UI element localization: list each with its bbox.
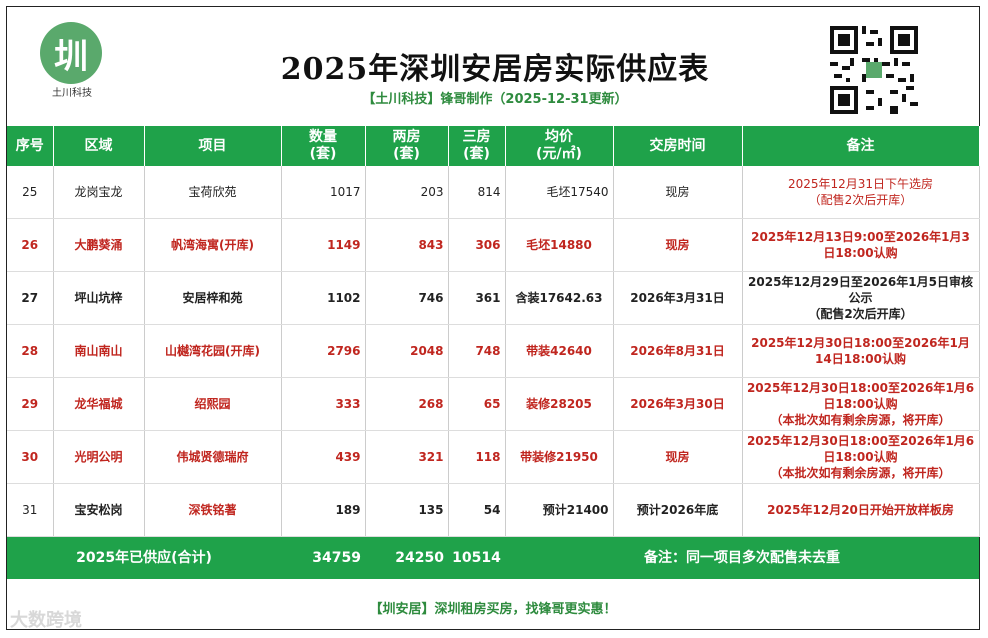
totals-label: 2025年已供应(合计) xyxy=(7,536,281,579)
col-header-three-room: 三房 (套) xyxy=(448,126,506,166)
footer-slogan: 【圳安居】深圳租房买房，找锋哥更实惠！ xyxy=(369,602,617,617)
cell-project: 绍熙园 xyxy=(144,377,282,431)
cell-two-room: 321 xyxy=(365,430,449,484)
qr-code-icon xyxy=(830,26,918,114)
cell-area: 宝安松岗 xyxy=(53,483,145,537)
cell-note: 2025年12月30日18:00至2026年1月6日18:00认购 （本批次如有… xyxy=(742,430,980,484)
cell-project: 宝荷欣苑 xyxy=(144,166,282,219)
totals-two-room: 24250 xyxy=(365,536,448,579)
table-row: 31 宝安松岗 深铁铭著 189 135 54 预计21400 预计2026年底… xyxy=(7,483,980,537)
cell-total: 439 xyxy=(281,430,366,484)
totals-row: 2025年已供应(合计) 34759 24250 10514 备注：同一项目多次… xyxy=(7,536,979,579)
cell-project: 伟城贤德瑞府 xyxy=(144,430,282,484)
cell-two-room: 135 xyxy=(365,483,449,537)
table-row: 26 大鹏葵涌 帆湾海寓(开库) 1149 843 306 毛坯14880 现房… xyxy=(7,218,980,272)
cell-two-room: 203 xyxy=(365,166,449,219)
cell-project: 帆湾海寓(开库) xyxy=(144,218,282,272)
logo: 圳 xyxy=(40,22,102,84)
col-header-area: 区域 xyxy=(53,126,145,166)
table-row: 29 龙华福城 绍熙园 333 268 65 装修28205 2026年3月30… xyxy=(7,377,980,431)
cell-no: 26 xyxy=(7,218,54,272)
page-subtitle: 【土川科技】锋哥制作（2025-12-31更新） xyxy=(362,92,628,107)
col-header-note: 备注 xyxy=(742,126,980,166)
cell-three-room: 814 xyxy=(448,166,506,219)
cell-two-room: 843 xyxy=(365,218,449,272)
cell-note: 2025年12月30日18:00至2026年1月14日18:00认购 xyxy=(742,324,980,378)
cell-note: 2025年12月29日至2026年1月5日审核公示 （配售2次后开库） xyxy=(742,271,980,325)
cell-no: 25 xyxy=(7,166,54,219)
totals-total: 34759 xyxy=(281,536,365,579)
col-header-delivery: 交房时间 xyxy=(613,126,743,166)
cell-total: 1149 xyxy=(281,218,366,272)
col-header-project: 项目 xyxy=(144,126,282,166)
cell-price: 含装17642.63 xyxy=(505,271,614,325)
table-row: 25 龙岗宝龙 宝荷欣苑 1017 203 814 毛坯17540 现房 202… xyxy=(7,166,980,219)
table-row: 30 光明公明 伟城贤德瑞府 439 321 118 带装修21950 现房 2… xyxy=(7,430,980,484)
cell-price: 装修28205 xyxy=(505,377,614,431)
cell-no: 28 xyxy=(7,324,54,378)
cell-three-room: 118 xyxy=(448,430,506,484)
cell-two-room: 2048 xyxy=(365,324,449,378)
cell-price: 预计21400 xyxy=(505,483,614,537)
cell-delivery: 2026年3月31日 xyxy=(613,271,743,325)
cell-no: 30 xyxy=(7,430,54,484)
cell-two-room: 746 xyxy=(365,271,449,325)
table-row: 27 坪山坑梓 安居梓和苑 1102 746 361 含装17642.63 20… xyxy=(7,271,980,325)
cell-note: 2025年12月20日开始开放样板房 xyxy=(742,483,980,537)
cell-delivery: 现房 xyxy=(613,166,743,219)
cell-delivery: 现房 xyxy=(613,430,743,484)
cell-price: 毛坯17540 xyxy=(505,166,614,219)
col-header-no: 序号 xyxy=(7,126,54,166)
cell-project: 安居梓和苑 xyxy=(144,271,282,325)
cell-project: 山樾湾花园(开库) xyxy=(144,324,282,378)
cell-delivery: 2026年3月30日 xyxy=(613,377,743,431)
cell-price: 带装修21950 xyxy=(505,430,614,484)
cell-three-room: 65 xyxy=(448,377,506,431)
cell-project: 深铁铭著 xyxy=(144,483,282,537)
cell-delivery: 预计2026年底 xyxy=(613,483,743,537)
col-header-price: 均价 (元/㎡) xyxy=(505,126,614,166)
table-row: 28 南山南山 山樾湾花园(开库) 2796 2048 748 带装42640 … xyxy=(7,324,980,378)
cell-total: 189 xyxy=(281,483,366,537)
cell-area: 龙岗宝龙 xyxy=(53,166,145,219)
cell-total: 2796 xyxy=(281,324,366,378)
cell-price: 毛坯14880 xyxy=(505,218,614,272)
cell-area: 南山南山 xyxy=(53,324,145,378)
col-header-total: 数量 (套) xyxy=(281,126,366,166)
watermark: 大数跨境 xyxy=(10,610,82,631)
cell-note: 2025年12月13日9:00至2026年1月3日18:00认购 xyxy=(742,218,980,272)
cell-note: 2025年12月30日18:00至2026年1月6日18:00认购 （本批次如有… xyxy=(742,377,980,431)
cell-price: 带装42640 xyxy=(505,324,614,378)
cell-delivery: 2026年8月31日 xyxy=(613,324,743,378)
cell-area: 光明公明 xyxy=(53,430,145,484)
cell-area: 坪山坑梓 xyxy=(53,271,145,325)
cell-total: 333 xyxy=(281,377,366,431)
col-header-two-room: 两房 (套) xyxy=(365,126,449,166)
supply-table: 序号 区域 项目 数量 (套) 两房 (套) 三房 (套) 均价 (元/㎡) 交房时间 … xyxy=(7,126,980,579)
cell-no: 29 xyxy=(7,377,54,431)
logo-char: 圳 xyxy=(54,36,88,77)
cell-note: 2025年12月31日下午选房 （配售2次后开库） xyxy=(742,166,980,219)
totals-three-room: 10514 xyxy=(448,536,505,579)
cell-two-room: 268 xyxy=(365,377,449,431)
table-header-row: 序号 区域 项目 数量 (套) 两房 (套) 三房 (套) 均价 (元/㎡) 交房时间 … xyxy=(7,126,980,166)
cell-area: 大鹏葵涌 xyxy=(53,218,145,272)
cell-area: 龙华福城 xyxy=(53,377,145,431)
page-title: 2025年深圳安居房实际供应表 xyxy=(280,52,710,87)
cell-no: 27 xyxy=(7,271,54,325)
cell-delivery: 现房 xyxy=(613,218,743,272)
logo-text: 土川科技 xyxy=(52,88,92,99)
cell-three-room: 748 xyxy=(448,324,506,378)
cell-total: 1017 xyxy=(281,166,366,219)
cell-three-room: 306 xyxy=(448,218,506,272)
totals-note: 备注：同一项目多次配售未去重 xyxy=(505,536,979,579)
cell-three-room: 54 xyxy=(448,483,506,537)
cell-three-room: 361 xyxy=(448,271,506,325)
cell-no: 31 xyxy=(7,483,54,537)
cell-total: 1102 xyxy=(281,271,366,325)
